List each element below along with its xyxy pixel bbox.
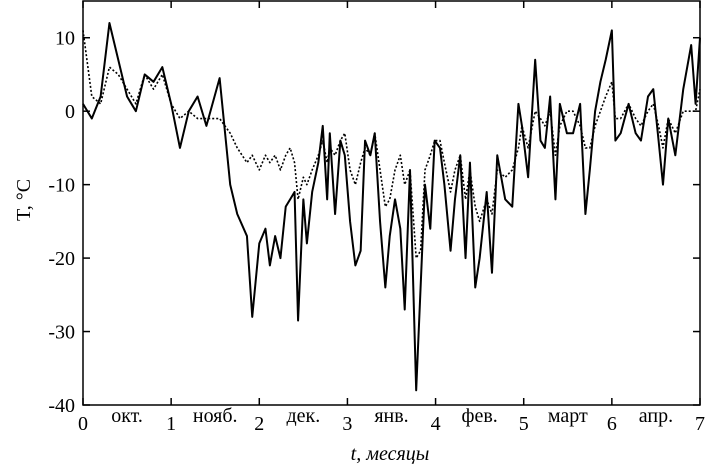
month-label: дек. — [286, 405, 320, 427]
y-tick-label: -20 — [48, 248, 75, 270]
series-line — [82, 22, 701, 392]
x-tick-label: 7 — [695, 413, 705, 435]
month-label: март — [548, 405, 588, 427]
month-label: окт. — [111, 405, 143, 427]
month-label: янв. — [374, 405, 408, 427]
month-label: апр. — [639, 405, 673, 427]
y-tick-label: -10 — [48, 175, 75, 197]
x-tick-label: 6 — [607, 413, 617, 435]
x-axis-label: t, месяцы — [351, 443, 430, 465]
x-tick-label: 5 — [519, 413, 529, 435]
x-tick-label: 3 — [342, 413, 352, 435]
y-tick-label: -40 — [48, 395, 75, 417]
x-tick-label: 2 — [254, 413, 264, 435]
x-tick-label: 4 — [431, 413, 441, 435]
y-tick-label: 0 — [65, 101, 75, 123]
x-tick-label: 0 — [78, 413, 88, 435]
plot-frame — [82, 0, 701, 406]
month-label: нояб. — [193, 405, 238, 427]
x-tick-label: 1 — [166, 413, 176, 435]
series-line — [82, 30, 701, 259]
y-tick-label: -30 — [48, 322, 75, 344]
month-label: фев. — [462, 405, 498, 427]
y-axis-label: T, °C — [13, 179, 35, 221]
y-tick-label: 10 — [55, 28, 75, 50]
